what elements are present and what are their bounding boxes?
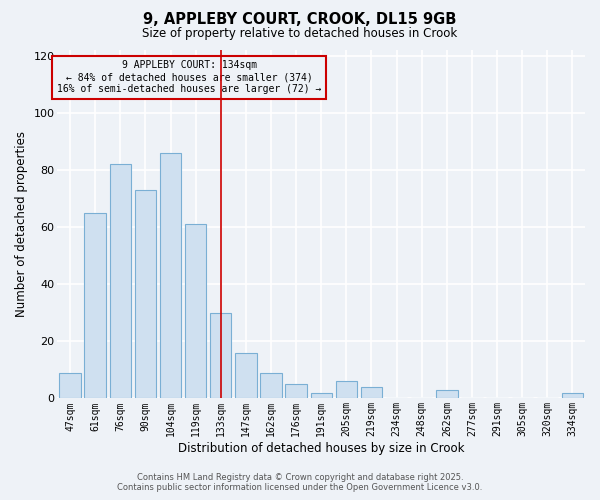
Text: 9 APPLEBY COURT: 134sqm
← 84% of detached houses are smaller (374)
16% of semi-d: 9 APPLEBY COURT: 134sqm ← 84% of detache… [57,60,322,94]
Bar [562,392,583,398]
Text: 9, APPLEBY COURT, CROOK, DL15 9GB: 9, APPLEBY COURT, CROOK, DL15 9GB [143,12,457,28]
X-axis label: Distribution of detached houses by size in Crook: Distribution of detached houses by size … [178,442,464,455]
Text: Size of property relative to detached houses in Crook: Size of property relative to detached ho… [142,28,458,40]
Y-axis label: Number of detached properties: Number of detached properties [15,131,28,317]
Bar [436,390,458,398]
Bar [59,372,80,398]
Bar [311,392,332,398]
Bar [160,153,181,398]
Bar [286,384,307,398]
Bar [235,352,257,399]
Bar [185,224,206,398]
Bar [361,387,382,398]
Bar [110,164,131,398]
Bar [85,213,106,398]
Bar [260,372,281,398]
Bar [135,190,156,398]
Bar [335,382,357,398]
Bar [210,312,232,398]
Text: Contains HM Land Registry data © Crown copyright and database right 2025.
Contai: Contains HM Land Registry data © Crown c… [118,473,482,492]
